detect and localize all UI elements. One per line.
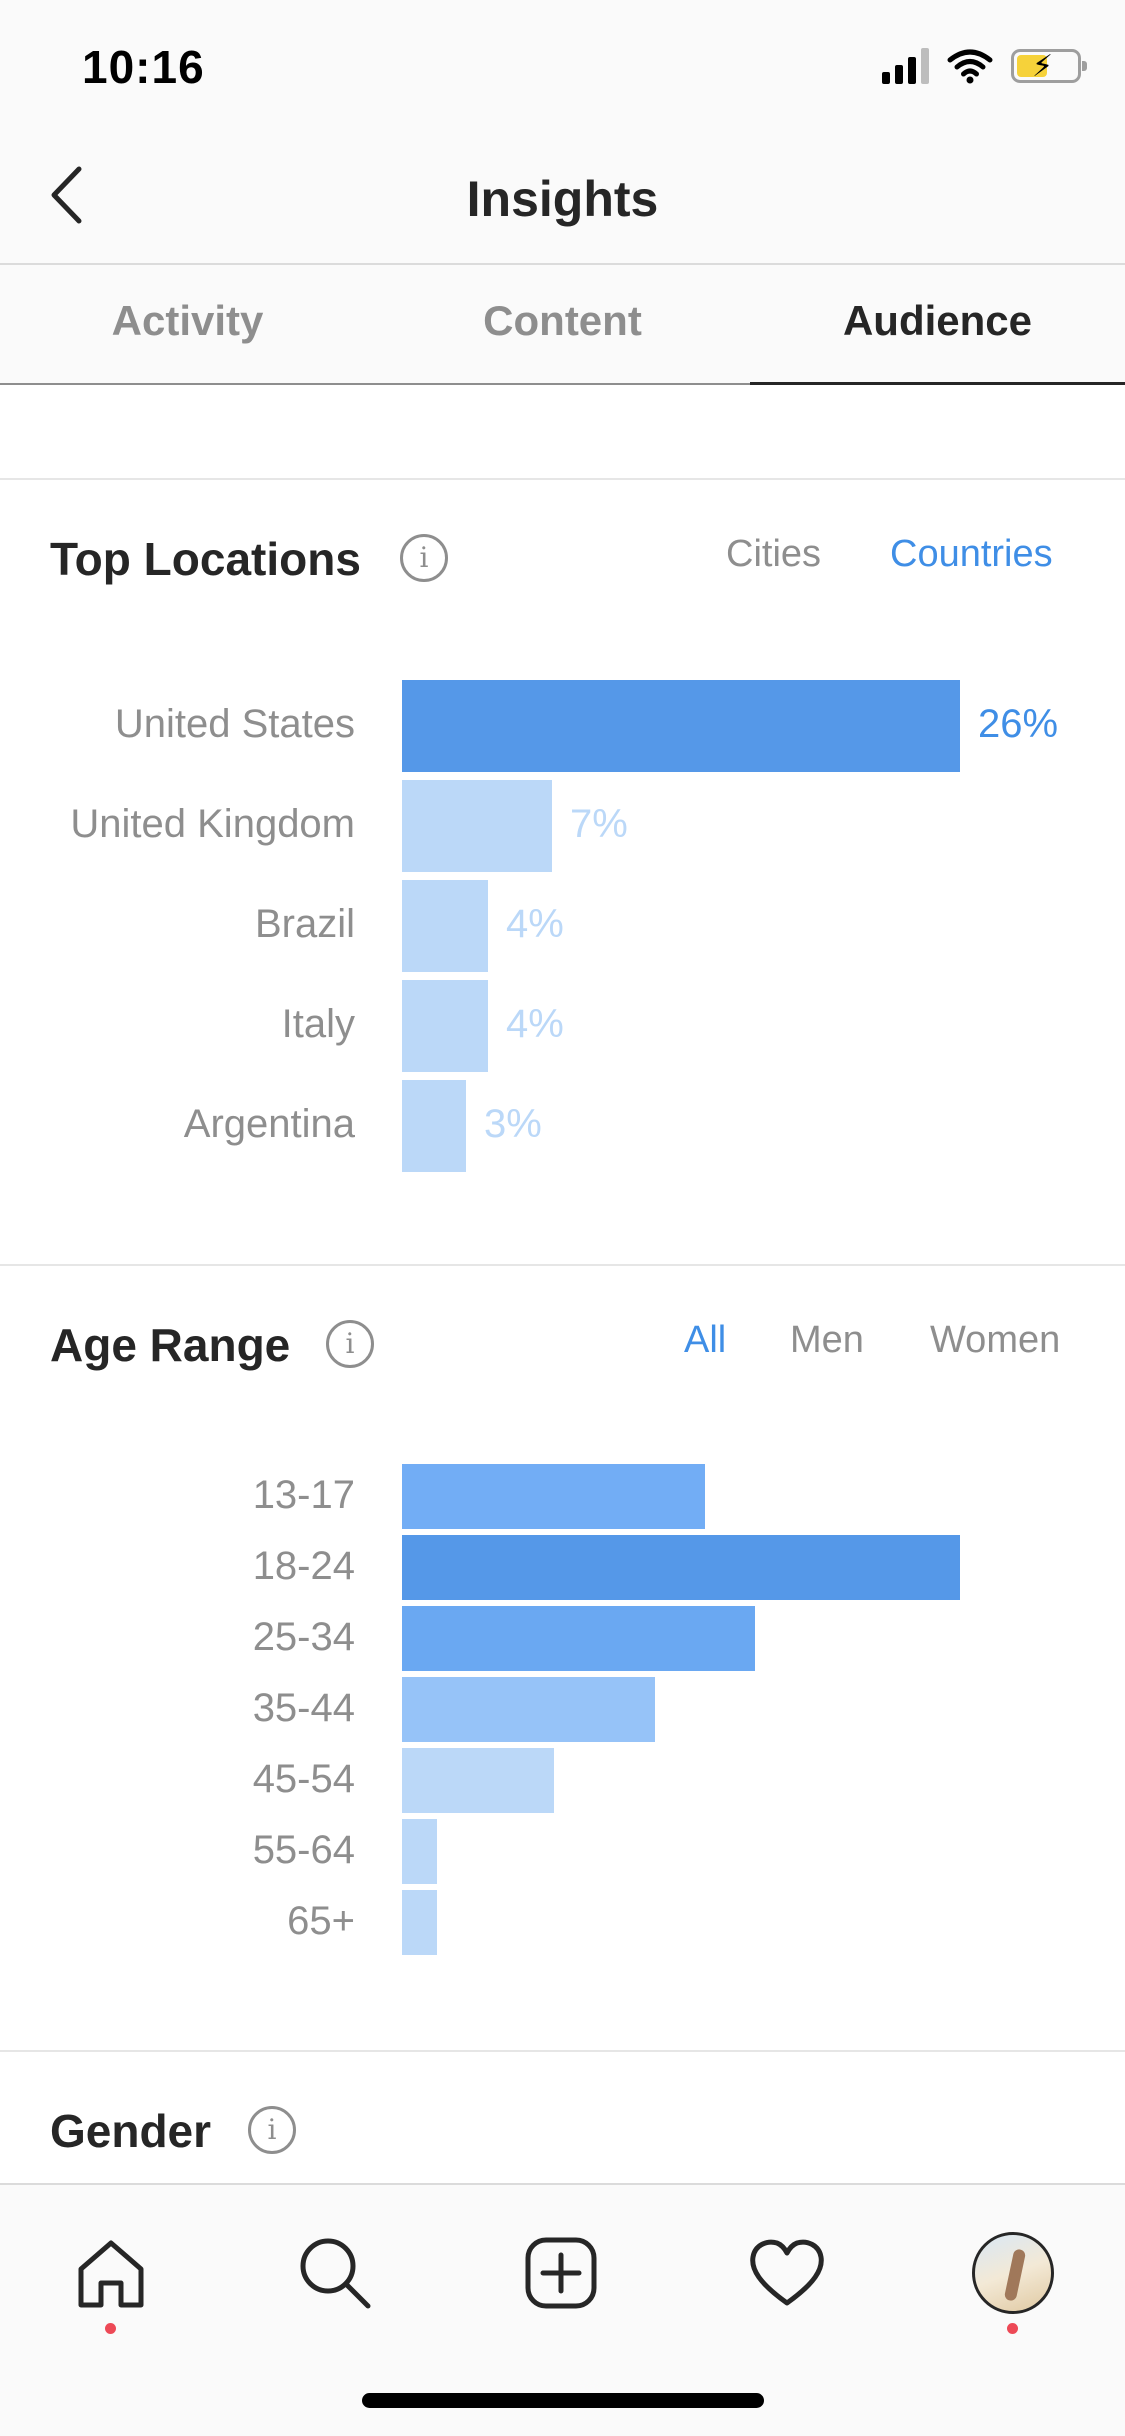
top-locations-section: Top Locations i Cities Countries United … (0, 478, 1125, 1264)
page-title: Insights (466, 171, 659, 227)
tab-bar-profile[interactable] (965, 2225, 1061, 2334)
bar-value-label: 26% (978, 702, 1059, 746)
age-range-title: Age Range (50, 1319, 291, 1371)
tab-content[interactable]: Content (483, 297, 642, 344)
info-icon[interactable]: i (248, 2106, 296, 2154)
filter-women[interactable]: Women (930, 1319, 1061, 1361)
notification-dot (1007, 2323, 1018, 2334)
filter-countries[interactable]: Countries (890, 533, 1053, 575)
bar-value-label: 4% (506, 1002, 564, 1046)
status-bar: 10:16 ⚡ (0, 0, 1125, 140)
bar (402, 880, 488, 972)
bar (402, 680, 960, 772)
status-icons: ⚡ (882, 48, 1087, 84)
bar-label: United Kingdom (70, 802, 355, 846)
tab-bar-search[interactable] (287, 2225, 383, 2321)
bar (402, 1677, 655, 1742)
wifi-icon (947, 49, 993, 84)
notification-dot (105, 2323, 116, 2334)
bar-label: 18-24 (252, 1543, 355, 1588)
status-time: 10:16 (82, 41, 205, 93)
search-icon (300, 2238, 371, 2309)
bar (402, 980, 488, 1072)
bar-label: 13-17 (252, 1472, 355, 1517)
insights-tabs: Activity Content Audience (0, 265, 1125, 385)
bar (402, 1464, 705, 1529)
content-spacer (0, 385, 1125, 479)
bar (402, 1606, 755, 1671)
bar-value-label: 3% (484, 1102, 542, 1146)
tab-bar-new-post[interactable] (513, 2225, 609, 2321)
bar-label: Italy (281, 1002, 355, 1046)
tab-audience[interactable]: Audience (750, 265, 1125, 385)
filter-all[interactable]: All (684, 1319, 727, 1361)
bar-label: 45-54 (252, 1756, 355, 1801)
bar (402, 1819, 437, 1884)
filter-men[interactable]: Men (790, 1319, 864, 1361)
chevron-left-icon (51, 166, 82, 224)
cellular-signal-icon (882, 48, 929, 84)
home-icon (78, 2240, 144, 2308)
bar-label: Argentina (183, 1102, 355, 1146)
info-icon[interactable]: i (400, 534, 448, 582)
bar-label: Brazil (254, 902, 355, 946)
bar (402, 1080, 466, 1172)
heart-icon (750, 2239, 824, 2306)
bar-label: 25-34 (252, 1614, 355, 1659)
bar-value-label: 7% (570, 802, 628, 846)
bar-label: 55-64 (252, 1827, 355, 1872)
profile-avatar (972, 2232, 1054, 2314)
bar (402, 780, 552, 872)
tab-activity[interactable]: Activity (111, 297, 264, 344)
bar-value-label: 4% (506, 902, 564, 946)
back-button[interactable] (36, 160, 96, 230)
nav-header: Insights (0, 140, 1125, 265)
top-locations-title: Top Locations (50, 533, 361, 585)
filter-cities[interactable]: Cities (726, 533, 822, 575)
bar-label: 65+ (287, 1898, 355, 1943)
bar-label: United States (114, 702, 355, 746)
bar-label: 35-44 (252, 1685, 355, 1730)
gender-title: Gender (50, 2105, 212, 2157)
bar (402, 1535, 960, 1600)
tab-bar-home[interactable] (63, 2225, 159, 2334)
age-range-section: Age Range i All Men Women 13-17 18-24 25-3… (0, 1264, 1125, 2050)
info-icon[interactable]: i (326, 1320, 374, 1368)
bar (402, 1748, 554, 1813)
gender-section: Gender i (0, 2050, 1125, 2184)
tab-bar-activity[interactable] (739, 2225, 835, 2321)
bar (402, 1890, 437, 1955)
battery-icon: ⚡ (1011, 49, 1087, 83)
plus-square-icon (525, 2237, 597, 2309)
home-indicator (362, 2393, 764, 2408)
